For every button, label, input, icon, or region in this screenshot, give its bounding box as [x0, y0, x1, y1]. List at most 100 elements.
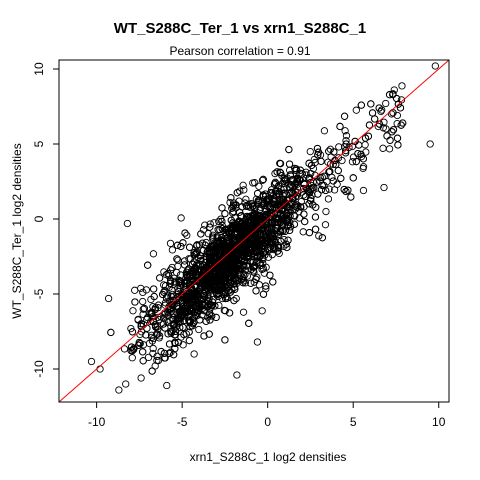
data-point	[259, 241, 267, 250]
data-point	[144, 261, 152, 269]
data-point	[274, 189, 282, 197]
data-point	[231, 264, 239, 272]
data-point	[212, 313, 220, 322]
data-point	[195, 285, 204, 294]
data-point	[385, 91, 394, 99]
data-point	[221, 228, 229, 237]
chart-title: WT_S288C_Ter_1 vs xrn1_S288C_1	[113, 20, 367, 37]
data-point	[285, 145, 293, 154]
data-point	[164, 269, 172, 278]
data-point	[393, 119, 401, 128]
data-point	[389, 90, 397, 99]
data-point	[393, 94, 401, 103]
data-point	[150, 292, 158, 301]
data-point	[161, 324, 169, 332]
data-point	[291, 205, 300, 213]
data-point	[263, 225, 272, 233]
data-point	[251, 231, 260, 239]
data-point	[174, 256, 182, 264]
data-point	[320, 127, 329, 135]
data-point	[390, 86, 398, 94]
data-point	[183, 273, 192, 281]
data-point	[285, 160, 294, 168]
x-tick-label: 0	[264, 415, 271, 429]
data-point	[196, 316, 204, 324]
data-point	[258, 265, 266, 273]
data-point	[271, 218, 279, 226]
data-point	[258, 307, 266, 315]
data-point	[172, 302, 181, 310]
x-tick-label: 5	[350, 415, 357, 429]
data-point	[280, 195, 288, 204]
data-point	[305, 175, 313, 183]
data-point	[242, 215, 250, 224]
data-point	[198, 295, 206, 303]
data-point	[96, 365, 104, 373]
data-point	[167, 266, 175, 274]
data-point	[191, 268, 200, 277]
data-point	[174, 338, 183, 347]
data-point	[367, 100, 375, 108]
data-point	[245, 241, 253, 249]
data-point	[213, 291, 221, 299]
data-point	[331, 156, 339, 165]
data-point	[160, 281, 168, 289]
data-point	[426, 140, 434, 148]
data-point	[202, 259, 210, 267]
data-point	[301, 217, 309, 226]
data-point	[275, 230, 283, 239]
data-point	[139, 348, 147, 356]
data-point	[215, 251, 223, 259]
data-point	[115, 386, 123, 394]
data-point	[342, 146, 350, 155]
data-point	[232, 201, 240, 209]
data-point	[199, 246, 208, 255]
data-point	[180, 261, 189, 269]
data-point	[120, 345, 129, 353]
data-point	[149, 344, 157, 353]
data-point	[365, 121, 374, 129]
data-point	[250, 217, 258, 225]
data-point	[385, 145, 394, 153]
data-point	[368, 109, 377, 117]
data-point	[201, 241, 209, 249]
data-point	[261, 213, 269, 221]
data-point	[307, 194, 315, 202]
data-point	[191, 308, 199, 316]
data-point	[167, 307, 176, 316]
data-point	[211, 302, 219, 310]
data-point	[186, 293, 194, 301]
data-point	[171, 345, 179, 353]
data-point	[326, 167, 334, 176]
data-point	[178, 280, 186, 288]
data-point	[382, 125, 390, 133]
data-point	[129, 307, 137, 315]
data-point	[167, 329, 175, 337]
data-point	[185, 243, 194, 251]
data-point	[226, 198, 234, 207]
data-point	[253, 189, 262, 198]
data-point	[153, 352, 161, 361]
data-point	[131, 286, 139, 294]
data-point	[240, 228, 248, 236]
y-axis-label: WT_S288C_Ter_1 log2 densities	[10, 143, 24, 319]
data-point	[282, 240, 290, 248]
points-layer	[87, 62, 439, 394]
data-point	[210, 219, 218, 227]
data-point	[249, 202, 257, 211]
data-point	[219, 240, 228, 248]
data-point	[246, 249, 254, 257]
data-point	[185, 336, 193, 345]
data-point	[359, 155, 367, 163]
data-point	[389, 126, 398, 134]
data-point	[221, 336, 229, 344]
data-point	[293, 201, 301, 209]
data-point	[325, 185, 333, 193]
data-point	[342, 187, 350, 196]
data-point	[190, 249, 198, 257]
data-point	[399, 119, 407, 127]
data-point	[194, 287, 202, 295]
y-tick-label: 5	[32, 140, 46, 147]
data-point	[341, 127, 349, 135]
data-point	[305, 200, 313, 208]
